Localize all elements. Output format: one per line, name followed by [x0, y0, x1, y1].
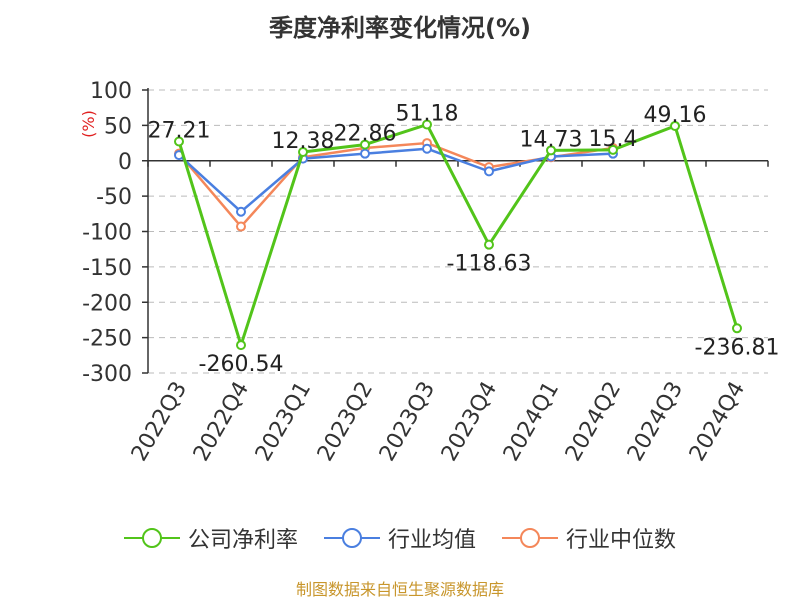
legend-label-industry-median: 行业中位数	[566, 528, 677, 553]
data-point	[546, 145, 556, 156]
y-tick-label: 0	[118, 150, 132, 175]
data-point	[174, 136, 184, 147]
data-label: -260.54	[199, 352, 284, 377]
y-tick-label: -150	[82, 256, 132, 281]
series-line-0	[177, 123, 739, 347]
y-tick-label: 50	[104, 114, 132, 139]
chart-title: 季度净利率变化情况(%)	[269, 14, 531, 42]
legend: 公司净利率 行业均值 行业中位数	[0, 522, 800, 554]
data-label: 27.21	[148, 118, 211, 143]
data-point	[484, 239, 494, 250]
y-axis-label: (%)	[79, 110, 98, 138]
y-tick-label: -250	[82, 327, 132, 352]
y-tick-label: 100	[90, 79, 132, 104]
data-label: -118.63	[447, 252, 532, 277]
data-label: 14.73	[520, 127, 583, 152]
data-point	[236, 206, 246, 217]
x-tick-label: 2022Q4	[189, 378, 254, 466]
x-tick-label: 2024Q4	[685, 378, 750, 466]
x-tick-label: 2023Q3	[375, 378, 440, 466]
data-point	[732, 323, 742, 334]
data-point	[236, 340, 246, 351]
x-tick-label: 2024Q1	[499, 378, 564, 466]
legend-item-industry-mean[interactable]: 行业均值	[323, 522, 476, 554]
y-tick-label: -50	[96, 185, 132, 210]
data-label: 15.4	[589, 127, 638, 152]
legend-item-industry-median[interactable]: 行业中位数	[502, 522, 676, 554]
line-chart: 100500-50-100-150-200-250-300(%)2022Q320…	[79, 79, 780, 466]
legend-label-company: 公司净利率	[187, 528, 298, 553]
legend-label-industry-mean: 行业均值	[387, 528, 476, 553]
x-tick-label: 2022Q3	[127, 378, 192, 466]
data-label: 49.16	[644, 103, 707, 128]
x-tick-label: 2023Q1	[251, 378, 316, 466]
x-tick-label: 2023Q2	[313, 378, 378, 466]
legend-swatch-blue	[323, 528, 380, 548]
series-line-1	[178, 147, 614, 213]
data-label: 51.18	[396, 102, 459, 127]
data-point	[484, 166, 494, 177]
x-tick-label: 2024Q2	[561, 378, 626, 466]
legend-swatch-green	[123, 528, 180, 548]
data-point	[360, 148, 370, 159]
data-point	[236, 221, 246, 232]
source-note: 制图数据来自恒生聚源数据库	[295, 580, 504, 599]
data-point	[670, 120, 680, 131]
data-point	[608, 144, 618, 155]
data-point	[298, 146, 308, 157]
x-tick-label: 2024Q3	[623, 378, 688, 466]
y-tick-label: -100	[82, 221, 132, 246]
x-tick-label: 2023Q4	[437, 378, 502, 466]
y-tick-label: -200	[82, 291, 132, 316]
legend-swatch-orange	[502, 528, 558, 548]
data-point	[422, 119, 432, 130]
legend-item-company[interactable]: 公司净利率	[123, 522, 298, 554]
data-label: 22.86	[334, 122, 397, 147]
data-label: 12.38	[272, 129, 335, 154]
y-tick-label: -300	[82, 362, 132, 387]
data-point	[422, 143, 432, 154]
data-label: -236.81	[695, 335, 780, 360]
data-point	[360, 139, 370, 150]
